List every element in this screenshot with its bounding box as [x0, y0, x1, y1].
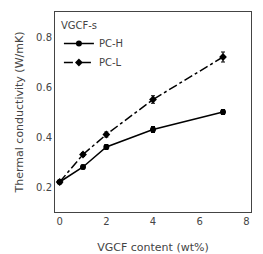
svg-text:0.6: 0.6	[36, 82, 52, 93]
svg-text:4: 4	[150, 216, 156, 227]
svg-text:0.2: 0.2	[36, 182, 52, 193]
svg-text:0.4: 0.4	[36, 132, 52, 143]
svg-text:Thermal conductivity (W/mK): Thermal conductivity (W/mK)	[13, 32, 26, 194]
svg-text:VGCF-s: VGCF-s	[61, 20, 97, 31]
svg-text:0.8: 0.8	[36, 32, 52, 43]
svg-text:2: 2	[103, 216, 109, 227]
svg-text:PC-L: PC-L	[99, 57, 122, 68]
svg-text:6: 6	[196, 216, 202, 227]
svg-text:8: 8	[243, 216, 249, 227]
svg-text:0: 0	[56, 216, 62, 227]
svg-text:PC-H: PC-H	[99, 38, 123, 49]
svg-text:VGCF content (wt%): VGCF content (wt%)	[97, 241, 209, 254]
